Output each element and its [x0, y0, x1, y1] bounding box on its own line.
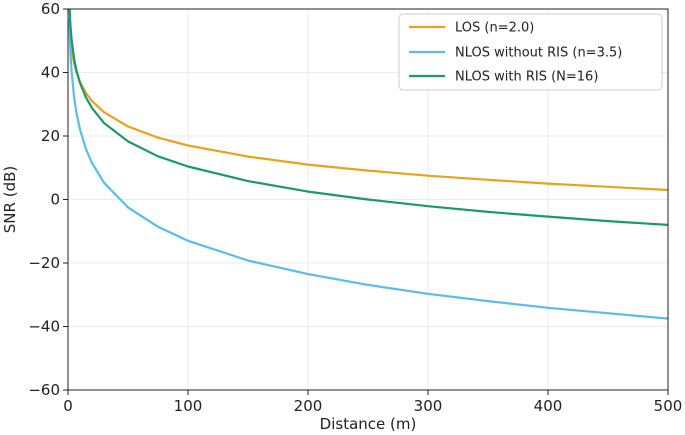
x-axis-label: Distance (m): [320, 415, 417, 433]
y-tick-label: 20: [41, 127, 60, 145]
series-lines: [68, 9, 668, 320]
y-tick-label: −20: [28, 254, 60, 272]
y-tick-label: −60: [28, 381, 60, 399]
y-tick-label: 60: [41, 0, 60, 18]
legend-label-los: LOS (n=2.0): [455, 21, 534, 36]
x-tick-label: 200: [294, 397, 323, 415]
legend-label-nlos-with-ris: NLOS with RIS (N=16): [455, 70, 598, 85]
x-tick-label: 500: [654, 397, 683, 415]
legend: LOS (n=2.0) NLOS without RIS (n=3.5) NLO…: [398, 13, 663, 91]
y-tick-label: 40: [41, 64, 60, 82]
y-axis-label: SNR (dB): [1, 166, 19, 233]
legend-box: [398, 13, 663, 91]
y-tick-label: 0: [50, 191, 60, 209]
y-tick-label: −40: [28, 318, 60, 336]
x-tick-label: 0: [63, 397, 73, 415]
legend-label-nlos-without-ris: NLOS without RIS (n=3.5): [455, 46, 622, 61]
x-tick-label: 300: [414, 397, 443, 415]
x-tick-label: 400: [534, 397, 563, 415]
series-line-nlos-with-ris: [68, 9, 668, 226]
x-tick-label: 100: [174, 397, 203, 415]
series-line-nlos-without-ris: [68, 18, 668, 320]
axis-ticks: 0 100 200 300 400 500 −60 −40 −20 0 20 40 60: [28, 0, 682, 415]
